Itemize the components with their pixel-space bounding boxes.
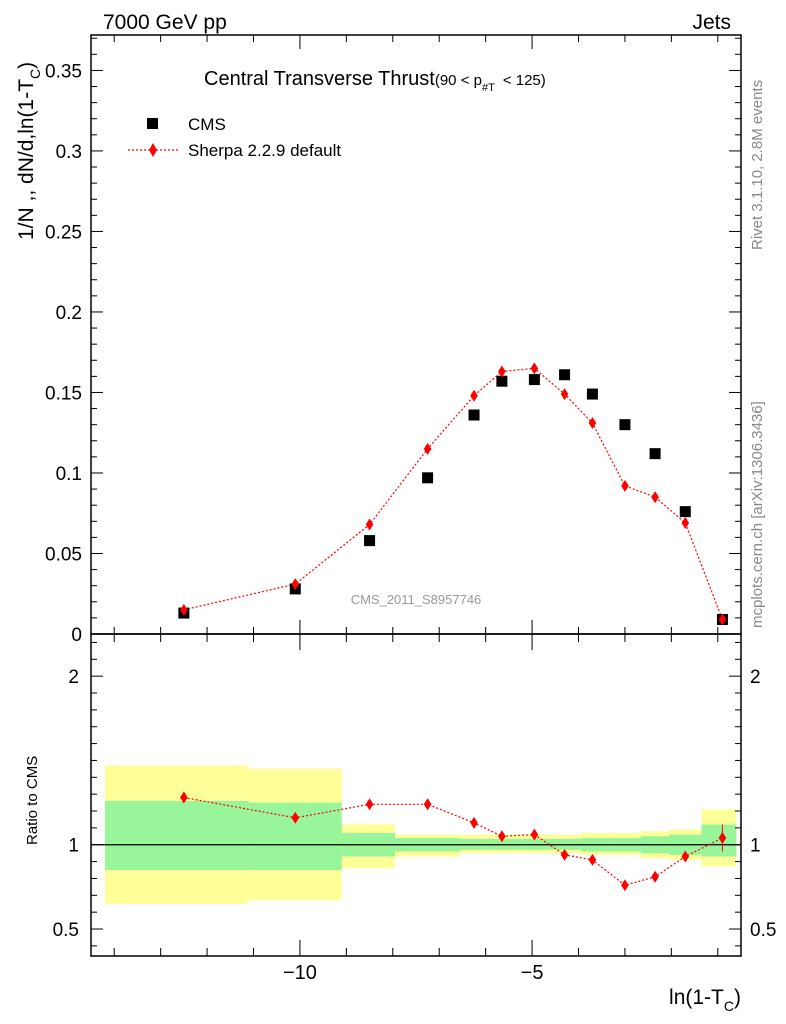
- legend-sherpa-label: Sherpa 2.2.9 default: [188, 141, 341, 160]
- ratio-data-point: [718, 831, 727, 844]
- ratio-y-tick-label-right: 1: [750, 836, 761, 857]
- cms-data-point: [422, 472, 434, 484]
- header-energy-label: 7000 GeV pp: [103, 11, 227, 34]
- ratio-data-point: [651, 870, 659, 883]
- cms-data-point: [496, 375, 508, 387]
- main-axis-ticks: 0 0.05 0.1 0.15 0.2 0.25 0.3 0.35: [45, 35, 741, 646]
- ratio-data-point: [180, 791, 188, 804]
- legend: CMS Sherpa 2.2.9 default: [128, 115, 341, 160]
- sherpa-data-point: [621, 479, 629, 492]
- sherpa-data-point: [291, 578, 300, 591]
- ratio-points-layer: [180, 791, 727, 892]
- plot-title-cut: (90 < p: [435, 72, 482, 89]
- ratio-plot-panel: 0.5 0.5 1 1 2 2 −10 −5 Ratio to CMS ln(1-TC): [24, 633, 776, 1014]
- sherpa-data-point: [180, 603, 188, 616]
- ratio-band-inner: [701, 824, 737, 857]
- cms-data-point: [559, 369, 571, 381]
- sherpa-line: [183, 367, 723, 620]
- ratio-data-point: [681, 850, 690, 863]
- ratio-data-point: [530, 828, 539, 841]
- main-y-tick-label: 0.35: [45, 61, 82, 82]
- legend-sherpa-marker: [149, 143, 157, 157]
- plot-title-cut-end: < 125): [503, 72, 546, 89]
- sherpa-line-layer: [183, 367, 723, 620]
- x-tick-label: −5: [521, 962, 544, 984]
- sherpa-data-point: [498, 365, 506, 378]
- ratio-data-point: [291, 811, 300, 824]
- ratio-y-axis-label: Ratio to CMS: [24, 756, 41, 845]
- x-axis-label-sub: C: [724, 998, 734, 1014]
- main-plot-panel: CMS_2011_S8957746 0 0.05 0.1 0.15 0.2 0.25 0.3…: [15, 34, 742, 646]
- cms-data-point: [619, 419, 631, 431]
- main-y-tick-label: 0.1: [56, 464, 82, 485]
- mcplots-source-label: mcplots.cern.ch [arXiv:1306.3436]: [749, 401, 766, 628]
- sherpa-data-point: [588, 417, 597, 430]
- ratio-data-point: [560, 848, 569, 861]
- ratio-y-tick-label: 2: [68, 667, 79, 688]
- ratio-axis-ticks: 0.5 0.5 1 1 2 2 −10 −5: [53, 634, 776, 984]
- ratio-y-tick-label-right: 0.5: [750, 920, 776, 941]
- sherpa-data-point: [681, 516, 690, 529]
- watermark-label: CMS_2011_S8957746: [351, 592, 482, 607]
- ratio-data-point: [588, 853, 597, 866]
- ratio-uncertainty-bands: [104, 765, 737, 904]
- x-axis-label-text: ln(1-T: [669, 986, 724, 1009]
- ratio-data-point: [423, 798, 432, 811]
- cms-data-point: [528, 374, 540, 386]
- main-y-tick-label: 0: [71, 625, 82, 646]
- header-process-label: Jets: [692, 11, 731, 34]
- ratio-plot-frame: [90, 633, 742, 957]
- ratio-data-point: [621, 879, 629, 892]
- ratio-band-inner: [104, 800, 249, 871]
- cms-data-point: [364, 535, 376, 547]
- ratio-y-tick-label: 1: [68, 836, 79, 857]
- sherpa-data-point: [560, 388, 569, 401]
- ratio-y-tick-label: 0.5: [53, 920, 79, 941]
- sherpa-data-point: [530, 362, 539, 375]
- main-y-tick-label: 0.3: [56, 142, 82, 163]
- main-y-tick-label: 0.2: [56, 303, 82, 324]
- plot-title-text: Central Transverse Thrust: [204, 68, 435, 90]
- ratio-data-point: [365, 798, 374, 811]
- main-y-axis-label-sub: C: [27, 69, 43, 79]
- main-y-axis-label-end: ): [15, 62, 38, 69]
- legend-cms-label: CMS: [188, 115, 226, 134]
- plot-title: Central Transverse Thrust(90 < p#T < 125): [204, 68, 546, 94]
- main-points-layer: [178, 362, 728, 626]
- plot-title-cut-sub: #T: [482, 82, 495, 94]
- x-axis-label-end: ): [734, 986, 741, 1009]
- main-y-tick-label: 0.15: [45, 383, 82, 404]
- x-axis-label: ln(1-TC): [669, 986, 741, 1014]
- sherpa-data-point: [365, 518, 374, 531]
- cms-data-point: [679, 506, 691, 518]
- ratio-data-point: [470, 816, 478, 829]
- ratio-y-tick-label-right: 2: [750, 667, 761, 688]
- main-y-tick-label: 0.25: [45, 222, 82, 243]
- legend-cms-marker: [147, 118, 158, 129]
- sherpa-data-point: [423, 442, 432, 455]
- cms-data-point: [468, 409, 480, 421]
- sherpa-data-point: [470, 389, 478, 402]
- main-y-tick-label: 0.05: [45, 544, 82, 565]
- ratio-data-point: [498, 830, 506, 843]
- cms-data-point: [586, 388, 598, 400]
- sherpa-data-point: [651, 491, 659, 504]
- main-y-axis-label: 1/N ,, dN/d,ln(1-TC): [15, 62, 43, 240]
- main-y-axis-label-text: 1/N ,, dN/d,ln(1-T: [15, 79, 38, 240]
- sherpa-data-point: [718, 613, 727, 626]
- cms-data-point: [649, 448, 661, 460]
- rivet-version-label: Rivet 3.1.10, 2.8M events: [749, 80, 766, 250]
- x-tick-label: −10: [283, 962, 317, 984]
